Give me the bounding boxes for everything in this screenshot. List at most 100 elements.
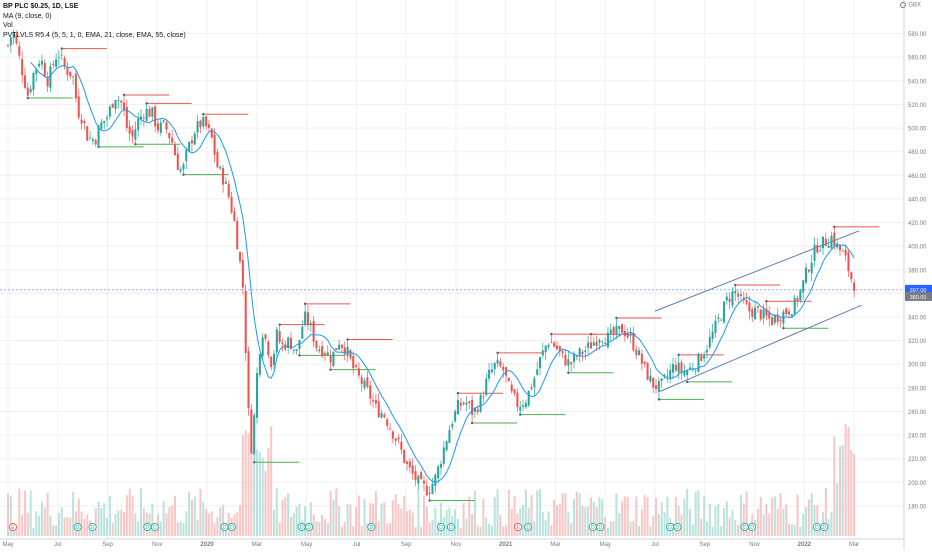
settings-icon[interactable]: [900, 2, 907, 8]
volume-bar: [522, 504, 525, 536]
legend-vol: Vol: [3, 22, 13, 29]
candle-body: [23, 75, 27, 88]
candle-body: [533, 378, 536, 388]
volume-bar: [711, 526, 714, 536]
candle-body: [796, 298, 799, 302]
volume-bar: [131, 495, 134, 536]
candle-body: [821, 236, 825, 249]
candle-body: [145, 108, 148, 121]
event-marker: [673, 522, 682, 532]
y-tick-label: 240.00: [908, 434, 927, 440]
candle-body: [482, 396, 485, 398]
volume-bar: [188, 491, 191, 536]
y-tick-label: 340.00: [908, 316, 927, 322]
candle-body: [445, 441, 448, 451]
volume-bar: [244, 430, 247, 536]
candle-body: [94, 140, 97, 145]
volume-bar: [564, 493, 567, 536]
volume-bar: [227, 512, 230, 536]
candle-body: [106, 117, 109, 120]
candle-body: [120, 100, 123, 103]
volume-bar: [125, 495, 128, 536]
candle-body: [55, 59, 58, 67]
currency-label[interactable]: GBX: [900, 2, 921, 9]
volume-bar: [210, 511, 213, 536]
candle-body: [137, 118, 140, 131]
volume-bar: [69, 517, 72, 536]
y-tick-label: 520.00: [908, 103, 927, 109]
volume-bar: [838, 446, 842, 536]
candle-body: [125, 106, 128, 128]
volume-bar: [411, 512, 414, 536]
candle-body: [131, 130, 134, 137]
candle-body: [372, 400, 375, 402]
candle-body: [326, 352, 329, 356]
event-marker-glyph: D: [300, 525, 304, 531]
candle-body: [159, 122, 162, 133]
volume-bar: [264, 470, 267, 536]
candle-body: [312, 320, 315, 342]
volume-bar: [137, 521, 140, 536]
candle-body: [759, 309, 762, 320]
volume-bar: [43, 507, 46, 536]
candle-body: [394, 438, 397, 441]
candle-body: [773, 315, 776, 323]
candle-body: [691, 369, 694, 371]
candle-body: [72, 76, 75, 78]
volume-bar: [258, 451, 261, 536]
candle-body: [156, 123, 160, 131]
volume-bar: [816, 505, 819, 536]
volume-bar: [807, 499, 810, 536]
candle-body: [683, 371, 686, 376]
candle-body: [805, 267, 808, 283]
candle-body: [776, 314, 779, 323]
volume-bar: [329, 491, 332, 536]
candle-body: [847, 252, 850, 272]
candle-body: [490, 369, 493, 373]
volume-bar: [270, 426, 273, 536]
candle-body: [510, 384, 513, 392]
candle-body: [148, 108, 151, 117]
volume-bar: [720, 525, 723, 536]
y-tick-label: 380.00: [908, 268, 927, 274]
candle-body: [151, 107, 154, 117]
pivot-dot: [26, 96, 30, 100]
candle-body: [688, 367, 692, 370]
candle-body: [705, 349, 709, 353]
event-marker-glyph: D: [598, 525, 602, 531]
volume-bar: [589, 497, 592, 536]
volume-bar: [587, 506, 590, 536]
candle-body: [357, 368, 360, 376]
candle-body: [318, 349, 321, 352]
volume-bar: [309, 502, 312, 536]
volume-bar: [256, 449, 259, 536]
candle-body: [185, 150, 188, 162]
y-axis-panel: [904, 0, 932, 550]
volume-bar: [281, 500, 284, 536]
volume-bar: [120, 510, 123, 536]
candle-body: [711, 331, 714, 339]
candle-body: [728, 298, 731, 302]
volume-bar: [776, 508, 779, 536]
volume-bar: [844, 423, 847, 536]
candle-body: [802, 280, 805, 293]
volume-bar: [813, 505, 816, 536]
candle-body: [618, 326, 621, 330]
volume-bar: [431, 519, 434, 536]
volume-bar: [796, 494, 799, 536]
candle-body: [632, 332, 635, 351]
volume-bar: [428, 522, 431, 536]
candle-body: [516, 392, 519, 408]
candle-body: [80, 119, 83, 124]
candle-body: [29, 88, 32, 93]
candle-body: [21, 58, 24, 76]
x-tick-label: Mar: [550, 542, 560, 548]
volume-bar: [420, 526, 423, 536]
candle-body: [239, 252, 242, 262]
candle-body: [100, 122, 103, 129]
candle-body: [502, 366, 505, 371]
volume-bar: [572, 498, 575, 536]
candle-body: [459, 402, 462, 406]
volume-bar: [275, 488, 278, 536]
